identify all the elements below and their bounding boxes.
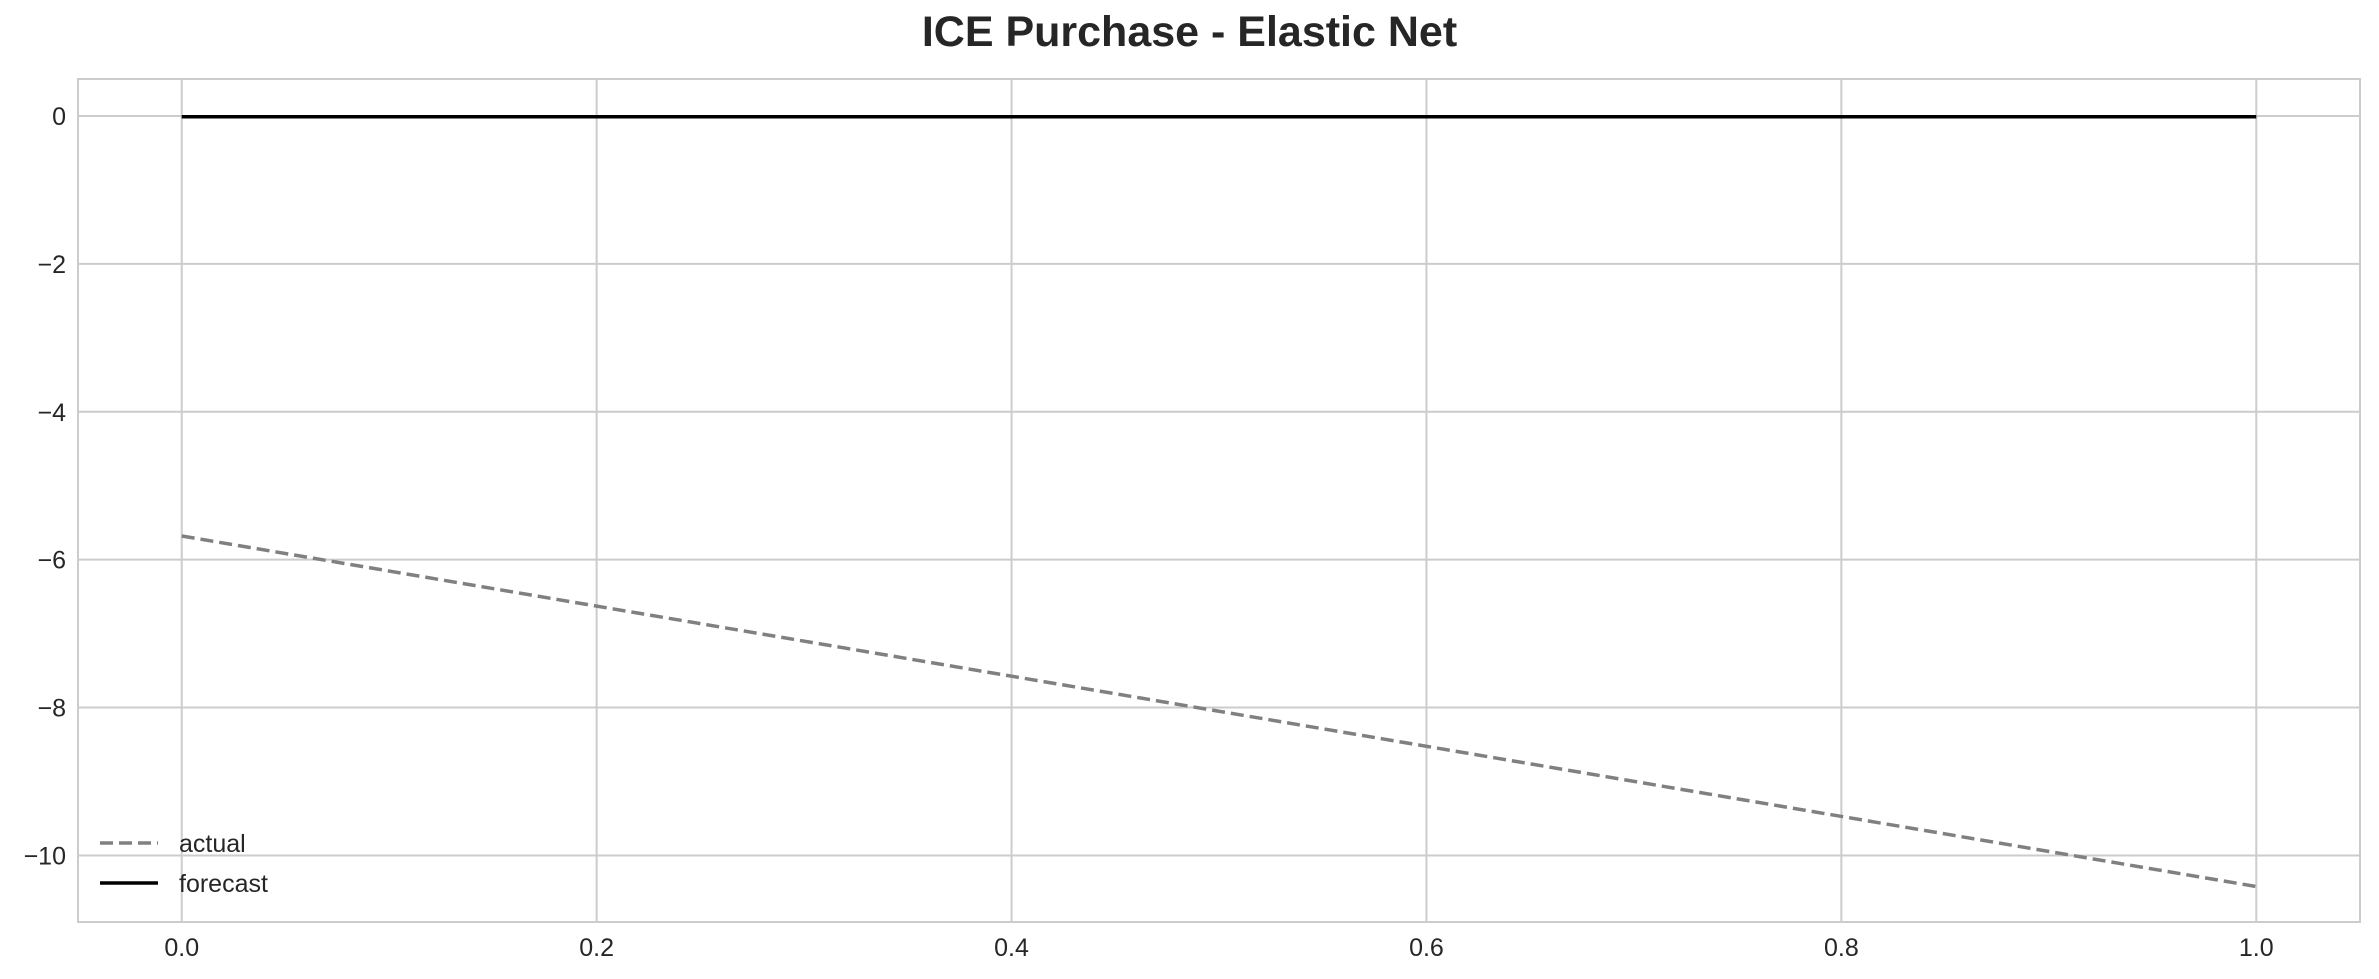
x-tick-label: 0.0 <box>164 934 199 962</box>
legend-label-forecast: forecast <box>179 870 268 898</box>
legend-label-actual: actual <box>179 830 246 858</box>
series-line-actual <box>181 534 2257 889</box>
chart-title: ICE Purchase - Elastic Net <box>921 8 1458 56</box>
x-tick-label: 0.2 <box>579 934 614 962</box>
x-tick-label: 0.8 <box>1824 934 1859 962</box>
y-tick-label: −8 <box>37 695 66 723</box>
grid-lines <box>78 79 2360 922</box>
series-lines <box>181 114 2257 889</box>
x-tick-label: 0.4 <box>994 934 1029 962</box>
x-tick-label: 0.6 <box>1409 934 1444 962</box>
x-tick-label: 1.0 <box>2239 934 2274 962</box>
y-tick-labels: 0 −2 −4 −6 −8 −10 <box>24 103 67 870</box>
y-tick-label: 0 <box>52 103 66 131</box>
y-tick-label: −4 <box>37 399 66 427</box>
plot-frame <box>77 78 2361 923</box>
legend: actual forecast <box>100 830 268 898</box>
x-tick-labels: 0.0 0.2 0.4 0.6 0.8 1.0 <box>164 934 2273 962</box>
y-tick-label: −10 <box>24 842 66 870</box>
y-tick-label: −2 <box>37 251 66 279</box>
y-tick-label: −6 <box>37 547 66 575</box>
